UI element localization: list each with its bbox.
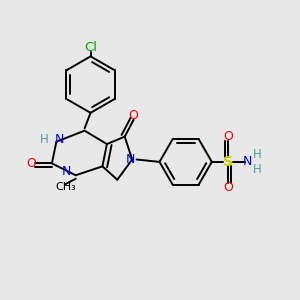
Text: N: N bbox=[62, 165, 71, 178]
Text: H: H bbox=[40, 133, 49, 146]
Text: O: O bbox=[223, 130, 233, 143]
Text: S: S bbox=[223, 155, 233, 169]
Text: O: O bbox=[129, 109, 139, 122]
Text: N: N bbox=[55, 133, 64, 146]
Text: O: O bbox=[26, 157, 36, 170]
Text: N: N bbox=[126, 153, 135, 166]
Text: CH₃: CH₃ bbox=[55, 182, 76, 192]
Text: N: N bbox=[243, 155, 252, 168]
Text: H: H bbox=[253, 148, 262, 161]
Text: Cl: Cl bbox=[84, 41, 97, 54]
Text: H: H bbox=[253, 163, 262, 176]
Text: O: O bbox=[223, 181, 233, 194]
